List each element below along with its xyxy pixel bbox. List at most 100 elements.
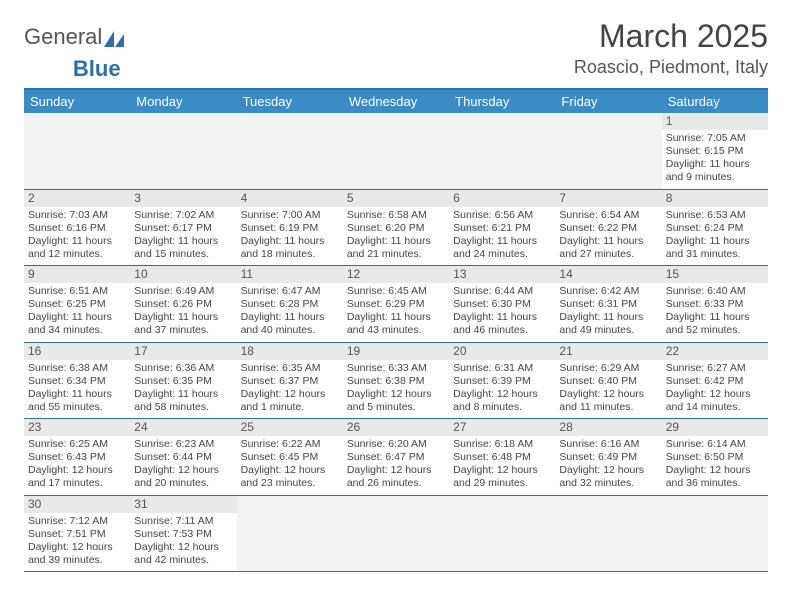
sunrise-line: Sunrise: 6:49 AM xyxy=(134,285,232,298)
day-number: 10 xyxy=(130,266,236,283)
sunset-line: Sunset: 6:17 PM xyxy=(134,222,232,235)
day-cell: 8Sunrise: 6:53 AMSunset: 6:24 PMDaylight… xyxy=(662,190,768,266)
sunrise-line: Sunrise: 6:18 AM xyxy=(453,438,551,451)
day-cell: 22 Sunrise: 6:27 AMSunset: 6:42 PMDayligh… xyxy=(662,343,768,419)
sunset-line: Sunset: 6:44 PM xyxy=(134,451,232,464)
sunset-line: Sunset: 6:20 PM xyxy=(347,222,445,235)
sunset-line: Sunset: 6:29 PM xyxy=(347,298,445,311)
day-cell: 18Sunrise: 6:35 AMSunset: 6:37 PMDayligh… xyxy=(237,343,343,419)
sunrise-line: Sunrise: 6:25 AM xyxy=(28,438,126,451)
day-cell: 19Sunrise: 6:33 AMSunset: 6:38 PMDayligh… xyxy=(343,343,449,419)
sunrise-line: Sunrise: 6:33 AM xyxy=(347,362,445,375)
day-number: 12 xyxy=(343,266,449,283)
daylight-line: Daylight: 11 hours and 58 minutes. xyxy=(134,388,232,414)
sunset-line: Sunset: 6:19 PM xyxy=(241,222,339,235)
day-number: 4 xyxy=(237,190,343,207)
daylight-line: Daylight: 12 hours and 29 minutes. xyxy=(453,464,551,490)
day-number: 25 xyxy=(237,419,343,436)
sunset-line: Sunset: 6:30 PM xyxy=(453,298,551,311)
daylight-line: Daylight: 12 hours and 26 minutes. xyxy=(347,464,445,490)
sunrise-line: Sunrise: 6:40 AM xyxy=(666,285,764,298)
sunrise-line: Sunrise: 6:44 AM xyxy=(453,285,551,298)
sunset-line: Sunset: 6:39 PM xyxy=(453,375,551,388)
daylight-line: Daylight: 11 hours and 24 minutes. xyxy=(453,235,551,261)
sunrise-line: Sunrise: 6:42 AM xyxy=(559,285,657,298)
sunset-line: Sunset: 6:31 PM xyxy=(559,298,657,311)
sunrise-line: Sunrise: 7:03 AM xyxy=(28,209,126,222)
week-row: 2Sunrise: 7:03 AMSunset: 6:16 PMDaylight… xyxy=(24,190,768,267)
day-of-week-label: Wednesday xyxy=(343,90,449,113)
day-cell xyxy=(555,113,661,189)
daylight-line: Daylight: 12 hours and 14 minutes. xyxy=(666,388,764,414)
calendar: SundayMondayTuesdayWednesdayThursdayFrid… xyxy=(24,88,768,572)
sunrise-line: Sunrise: 6:54 AM xyxy=(559,209,657,222)
day-number: 1 xyxy=(662,113,768,130)
day-cell: 21Sunrise: 6:29 AMSunset: 6:40 PMDayligh… xyxy=(555,343,661,419)
sunset-line: Sunset: 6:15 PM xyxy=(666,145,764,158)
day-cell xyxy=(237,496,343,572)
sunset-line: Sunset: 6:37 PM xyxy=(241,375,339,388)
week-row: 1Sunrise: 7:05 AMSunset: 6:15 PMDaylight… xyxy=(24,113,768,190)
sunset-line: Sunset: 6:49 PM xyxy=(559,451,657,464)
daylight-line: Daylight: 11 hours and 9 minutes. xyxy=(666,158,764,184)
sail-icon xyxy=(104,29,126,47)
daylight-line: Daylight: 11 hours and 40 minutes. xyxy=(241,311,339,337)
day-cell xyxy=(237,113,343,189)
sunrise-line: Sunrise: 7:11 AM xyxy=(134,515,232,528)
daylight-line: Daylight: 11 hours and 55 minutes. xyxy=(28,388,126,414)
daylight-line: Daylight: 12 hours and 20 minutes. xyxy=(134,464,232,490)
day-of-week-label: Saturday xyxy=(662,90,768,113)
daylight-line: Daylight: 11 hours and 12 minutes. xyxy=(28,235,126,261)
day-cell xyxy=(449,496,555,572)
day-cell: 23Sunrise: 6:25 AMSunset: 6:43 PMDayligh… xyxy=(24,419,130,495)
sunset-line: Sunset: 6:24 PM xyxy=(666,222,764,235)
day-number: 5 xyxy=(343,190,449,207)
day-cell: 10Sunrise: 6:49 AMSunset: 6:26 PMDayligh… xyxy=(130,266,236,342)
day-cell xyxy=(343,496,449,572)
daylight-line: Daylight: 12 hours and 5 minutes. xyxy=(347,388,445,414)
sunset-line: Sunset: 6:43 PM xyxy=(28,451,126,464)
sunrise-line: Sunrise: 7:02 AM xyxy=(134,209,232,222)
daylight-line: Daylight: 12 hours and 42 minutes. xyxy=(134,541,232,567)
day-number: 11 xyxy=(237,266,343,283)
daylight-line: Daylight: 12 hours and 23 minutes. xyxy=(241,464,339,490)
day-cell: 3Sunrise: 7:02 AMSunset: 6:17 PMDaylight… xyxy=(130,190,236,266)
brand-word-2-wrap: Blue xyxy=(24,56,768,82)
day-number: 17 xyxy=(130,343,236,360)
sunset-line: Sunset: 6:26 PM xyxy=(134,298,232,311)
sunset-line: Sunset: 6:16 PM xyxy=(28,222,126,235)
sunrise-line: Sunrise: 6:27 AM xyxy=(666,362,764,375)
day-number: 6 xyxy=(449,190,555,207)
brand-word-1: General xyxy=(24,24,102,50)
day-number: 26 xyxy=(343,419,449,436)
day-cell: 5Sunrise: 6:58 AMSunset: 6:20 PMDaylight… xyxy=(343,190,449,266)
sunset-line: Sunset: 6:42 PM xyxy=(666,375,764,388)
sunrise-line: Sunrise: 6:16 AM xyxy=(559,438,657,451)
sunset-line: Sunset: 6:33 PM xyxy=(666,298,764,311)
sunset-line: Sunset: 6:35 PM xyxy=(134,375,232,388)
daylight-line: Daylight: 12 hours and 8 minutes. xyxy=(453,388,551,414)
day-of-week-label: Monday xyxy=(130,90,236,113)
day-cell: 17Sunrise: 6:36 AMSunset: 6:35 PMDayligh… xyxy=(130,343,236,419)
day-cell: 1Sunrise: 7:05 AMSunset: 6:15 PMDaylight… xyxy=(662,113,768,189)
day-cell: 13 Sunrise: 6:44 AMSunset: 6:30 PMDayligh… xyxy=(449,266,555,342)
week-row: 9Sunrise: 6:51 AMSunset: 6:25 PMDaylight… xyxy=(24,266,768,343)
day-number: 19 xyxy=(343,343,449,360)
day-cell: 29Sunrise: 6:14 AMSunset: 6:50 PMDayligh… xyxy=(662,419,768,495)
daylight-line: Daylight: 11 hours and 46 minutes. xyxy=(453,311,551,337)
day-cell: 25Sunrise: 6:22 AMSunset: 6:45 PMDayligh… xyxy=(237,419,343,495)
daylight-line: Daylight: 12 hours and 36 minutes. xyxy=(666,464,764,490)
day-cell: 26Sunrise: 6:20 AMSunset: 6:47 PMDayligh… xyxy=(343,419,449,495)
day-cell: 30Sunrise: 7:12 AMSunset: 7:51 PMDayligh… xyxy=(24,496,130,572)
sunrise-line: Sunrise: 6:58 AM xyxy=(347,209,445,222)
day-cell: 15Sunrise: 6:40 AMSunset: 6:33 PMDayligh… xyxy=(662,266,768,342)
day-number: 22 xyxy=(662,343,768,360)
day-number: 13 xyxy=(449,266,555,283)
sunrise-line: Sunrise: 6:35 AM xyxy=(241,362,339,375)
day-cell: 4Sunrise: 7:00 AMSunset: 6:19 PMDaylight… xyxy=(237,190,343,266)
sunset-line: Sunset: 7:53 PM xyxy=(134,528,232,541)
day-number: 29 xyxy=(662,419,768,436)
day-cell: 11Sunrise: 6:47 AMSunset: 6:28 PMDayligh… xyxy=(237,266,343,342)
day-cell: 24Sunrise: 6:23 AMSunset: 6:44 PMDayligh… xyxy=(130,419,236,495)
sunrise-line: Sunrise: 7:12 AM xyxy=(28,515,126,528)
